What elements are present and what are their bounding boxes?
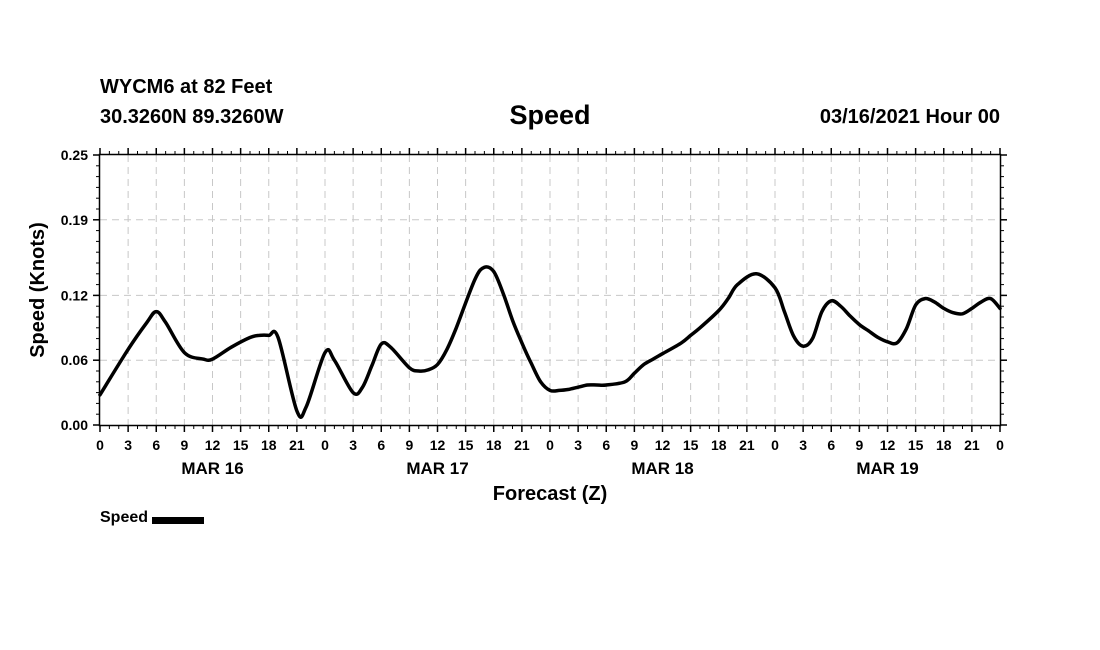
- x-tick-label: 3: [124, 437, 132, 453]
- y-tick-label: 0.06: [61, 352, 88, 368]
- y-tick-label: 0.00: [61, 417, 88, 433]
- forecast-date-label: 03/16/2021 Hour 00: [819, 106, 1000, 128]
- x-tick-label: 15: [458, 437, 474, 453]
- day-label: MAR 18: [631, 459, 693, 478]
- x-tick-label: 6: [602, 437, 610, 453]
- x-tick-label: 12: [880, 437, 896, 453]
- x-tick-label: 15: [683, 437, 699, 453]
- y-tick-label: 0.19: [61, 212, 88, 228]
- legend-line-swatch: [152, 516, 205, 524]
- day-label: MAR 17: [406, 459, 468, 478]
- y-tick-label: 0.25: [61, 147, 88, 163]
- x-tick-labels: 0 3 6 9 12 15 18 21 0 3 6 9 12 15 18 21 0 3 6 9 12 15 18 21 0 3 6 9…: [96, 437, 1004, 453]
- x-tick-label: 21: [739, 437, 755, 453]
- x-tick-label: 18: [261, 437, 277, 453]
- x-tick-label: 9: [180, 437, 188, 453]
- x-tick-label: 21: [289, 437, 305, 453]
- axis-ticks: [93, 148, 1007, 432]
- x-tick-label: 3: [574, 437, 582, 453]
- x-tick-label: 21: [964, 437, 980, 453]
- y-tick-labels: 0.00 0.06 0.12 0.19 0.25: [61, 147, 88, 433]
- x-tick-label: 6: [152, 437, 160, 453]
- x-tick-label: 3: [349, 437, 357, 453]
- y-axis-title: Speed (Knots): [27, 222, 49, 358]
- grid-lines: [100, 155, 1000, 425]
- x-tick-label: 18: [711, 437, 727, 453]
- x-tick-label: 0: [96, 437, 104, 453]
- x-tick-label: 18: [936, 437, 952, 453]
- coordinates-label: 30.3260N 89.3260W: [100, 106, 284, 128]
- speed-series-line: [98, 265, 1002, 419]
- x-tick-label: 15: [233, 437, 249, 453]
- x-tick-label: 6: [377, 437, 385, 453]
- x-tick-label: 0: [321, 437, 329, 453]
- x-tick-label: 0: [771, 437, 779, 453]
- x-tick-label: 12: [205, 437, 221, 453]
- x-tick-label: 6: [827, 437, 835, 453]
- x-tick-label: 0: [546, 437, 554, 453]
- x-tick-label: 3: [799, 437, 807, 453]
- legend-label: Speed: [100, 509, 149, 526]
- x-tick-label: 15: [908, 437, 924, 453]
- chart-title: Speed: [509, 100, 591, 130]
- x-tick-label: 18: [486, 437, 502, 453]
- y-tick-label: 0.12: [61, 287, 88, 303]
- x-tick-label: 9: [630, 437, 638, 453]
- day-label: MAR 16: [181, 459, 243, 478]
- day-labels: MAR 16 MAR 17 MAR 18 MAR 19: [181, 459, 918, 478]
- x-tick-label: 9: [855, 437, 863, 453]
- x-tick-label: 12: [430, 437, 446, 453]
- x-tick-label: 21: [514, 437, 530, 453]
- x-axis-title: Forecast (Z): [493, 483, 607, 505]
- station-label: WYCM6 at 82 Feet: [100, 76, 273, 98]
- x-tick-label: 9: [405, 437, 413, 453]
- x-tick-label: 0: [996, 437, 1004, 453]
- legend: Speed: [100, 509, 205, 527]
- day-label: MAR 19: [856, 459, 918, 478]
- x-tick-label: 12: [655, 437, 671, 453]
